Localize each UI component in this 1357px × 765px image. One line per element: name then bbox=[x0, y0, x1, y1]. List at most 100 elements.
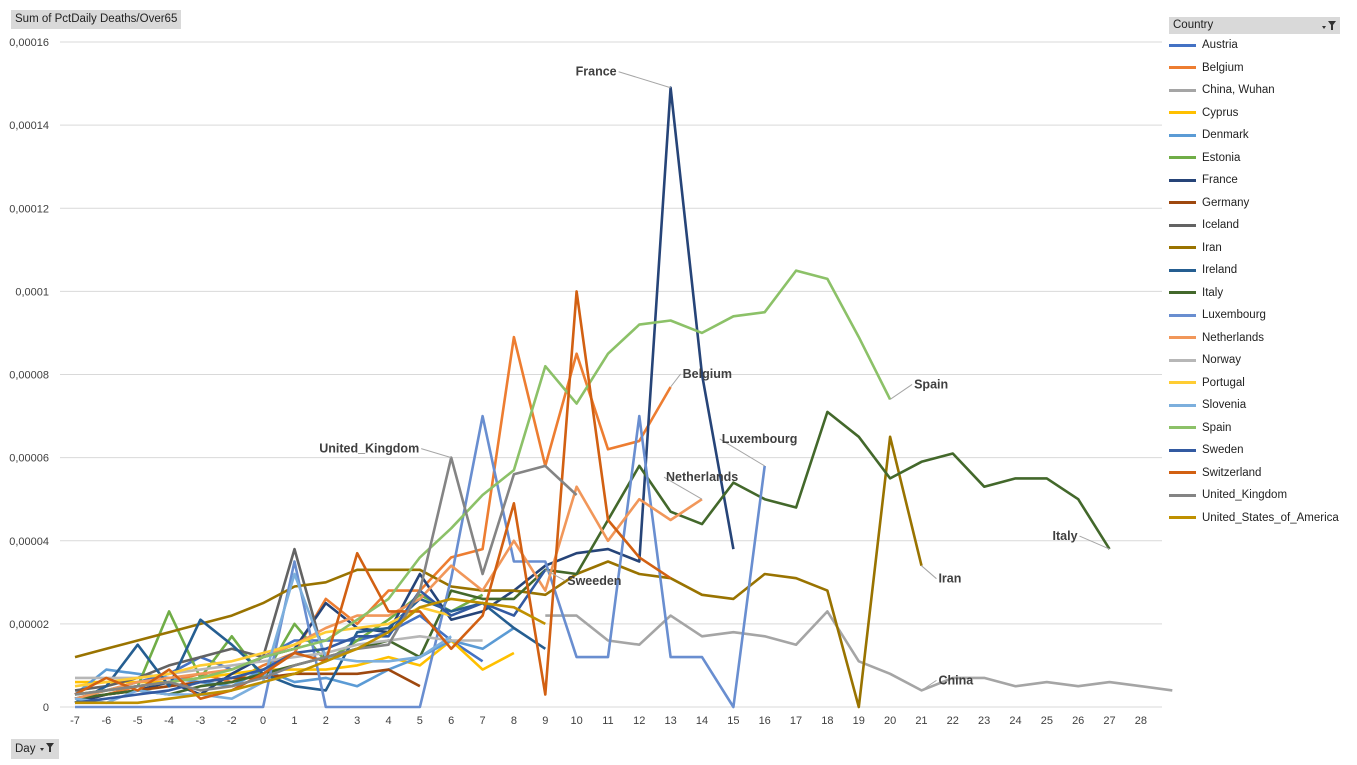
callout-leader bbox=[618, 71, 671, 89]
y-tick-label: 0,00004 bbox=[9, 536, 49, 548]
legend-item[interactable]: Austria bbox=[1169, 34, 1340, 57]
series-line-china-wuhan[interactable] bbox=[545, 610, 1173, 692]
callout-leader bbox=[545, 569, 566, 582]
legend-label: Cyprus bbox=[1202, 106, 1239, 119]
legend-item[interactable]: Cyprus bbox=[1169, 102, 1340, 125]
legend-label: Denmark bbox=[1202, 129, 1249, 142]
legend: Country Austria Belgium China, Wuhan Cyprus… bbox=[1169, 17, 1340, 529]
callout-leader bbox=[719, 438, 765, 467]
legend-field-button[interactable]: Country bbox=[1169, 17, 1340, 34]
axis-field-button[interactable]: Day bbox=[11, 739, 60, 759]
series-line-united-kingdom[interactable] bbox=[74, 456, 578, 696]
callout-leader bbox=[921, 565, 937, 580]
x-tick-label: 22 bbox=[947, 715, 959, 727]
legend-label: Estonia bbox=[1202, 151, 1241, 164]
legend-item[interactable]: China, Wuhan bbox=[1169, 79, 1340, 102]
legend-item[interactable]: Spain bbox=[1169, 417, 1340, 440]
legend-item[interactable]: Norway bbox=[1169, 349, 1340, 372]
series-line-luxembourg[interactable] bbox=[75, 414, 766, 709]
legend-item[interactable]: Italy bbox=[1169, 282, 1340, 305]
legend-label: Sweden bbox=[1202, 444, 1244, 457]
legend-swatch bbox=[1169, 268, 1196, 272]
legend-item[interactable]: United_States_of_America bbox=[1169, 507, 1340, 530]
legend-label: Portugal bbox=[1202, 376, 1245, 389]
x-tick-label: 20 bbox=[884, 715, 896, 727]
series-line-france[interactable] bbox=[74, 86, 735, 705]
x-tick-label: -5 bbox=[133, 715, 143, 727]
y-axis: 0 0,00002 0,00004 0,00006 0,00008 0,0001 0,000… bbox=[9, 37, 49, 714]
gridlines bbox=[60, 41, 1162, 708]
x-tick-label: 25 bbox=[1041, 715, 1053, 727]
series-line-iran[interactable] bbox=[74, 435, 923, 709]
x-tick-label: 9 bbox=[542, 715, 548, 727]
callout-leader bbox=[921, 679, 937, 691]
legend-header-label: Country bbox=[1173, 19, 1214, 31]
legend-swatch bbox=[1169, 178, 1196, 182]
series-line-ireland[interactable] bbox=[74, 597, 547, 704]
legend-swatch bbox=[1169, 516, 1196, 520]
legend-item[interactable]: Sweden bbox=[1169, 439, 1340, 462]
x-tick-label: -7 bbox=[70, 715, 80, 727]
series-line-netherlands[interactable] bbox=[74, 485, 703, 700]
x-tick-label: 16 bbox=[759, 715, 771, 727]
legend-swatch bbox=[1169, 43, 1196, 47]
legend-item[interactable]: Germany bbox=[1169, 192, 1340, 215]
legend-item[interactable]: Slovenia bbox=[1169, 394, 1340, 417]
legend-label: Spain bbox=[1202, 421, 1232, 434]
legend-label: Switzerland bbox=[1202, 466, 1262, 479]
legend-swatch bbox=[1169, 66, 1196, 70]
y-tick-label: 0,00008 bbox=[9, 370, 49, 382]
x-tick-label: 0 bbox=[260, 715, 266, 727]
legend-swatch bbox=[1169, 201, 1196, 205]
legend-item[interactable]: Iceland bbox=[1169, 214, 1340, 237]
legend-item[interactable]: Denmark bbox=[1169, 124, 1340, 147]
x-tick-label: 10 bbox=[570, 715, 582, 727]
series-line-united-states-of-america[interactable] bbox=[75, 597, 546, 705]
legend-item[interactable]: Portugal bbox=[1169, 372, 1340, 395]
data-label: Sweeden bbox=[567, 574, 621, 588]
legend-item[interactable]: Estonia bbox=[1169, 147, 1340, 170]
filter-dropdown-icon[interactable] bbox=[39, 742, 55, 753]
y-tick-label: 0,00002 bbox=[9, 619, 49, 631]
data-label: China bbox=[938, 673, 974, 687]
legend-item[interactable]: Luxembourg bbox=[1169, 304, 1340, 327]
legend-item[interactable]: France bbox=[1169, 169, 1340, 192]
x-tick-label: 18 bbox=[821, 715, 833, 727]
legend-label: Norway bbox=[1202, 354, 1241, 367]
data-label: Spain bbox=[914, 377, 948, 391]
x-tick-label: 5 bbox=[417, 715, 423, 727]
legend-item[interactable]: Ireland bbox=[1169, 259, 1340, 282]
legend-item[interactable]: Iran bbox=[1169, 237, 1340, 260]
callout-leader bbox=[889, 384, 913, 400]
series-line-portugal[interactable] bbox=[74, 605, 452, 688]
data-label-callouts: France Belgium Spain Luxembourg Netherlands U… bbox=[319, 65, 1110, 691]
x-tick-label: 26 bbox=[1072, 715, 1084, 727]
legend-item[interactable]: Netherlands bbox=[1169, 327, 1340, 350]
series-line-sweden[interactable] bbox=[74, 569, 547, 705]
legend-swatch bbox=[1169, 381, 1196, 385]
series-line-spain[interactable] bbox=[74, 269, 892, 696]
x-tick-label: 8 bbox=[511, 715, 517, 727]
legend-swatch bbox=[1169, 336, 1196, 340]
legend-item[interactable]: United_Kingdom bbox=[1169, 484, 1340, 507]
x-tick-label: 24 bbox=[1009, 715, 1021, 727]
series-line-switzerland[interactable] bbox=[74, 290, 672, 701]
legend-label: Slovenia bbox=[1202, 399, 1247, 412]
x-tick-label: 13 bbox=[665, 715, 677, 727]
x-tick-label: -6 bbox=[101, 715, 111, 727]
filter-dropdown-icon[interactable] bbox=[1321, 20, 1337, 31]
value-field-button[interactable]: Sum of PctDaily Deaths/Over65 bbox=[11, 10, 182, 29]
x-tick-label: 23 bbox=[978, 715, 990, 727]
x-tick-label: 15 bbox=[727, 715, 739, 727]
legend-label: Netherlands bbox=[1202, 331, 1265, 344]
legend-label: United_Kingdom bbox=[1202, 489, 1288, 502]
x-tick-label: 2 bbox=[323, 715, 329, 727]
series-line-italy[interactable] bbox=[74, 410, 1111, 700]
legend-swatch bbox=[1169, 493, 1196, 497]
x-tick-label: 14 bbox=[696, 715, 708, 727]
callout-leader bbox=[1079, 535, 1110, 550]
legend-item[interactable]: Belgium bbox=[1169, 57, 1340, 80]
legend-item[interactable]: Switzerland bbox=[1169, 462, 1340, 485]
series-line-denmark[interactable] bbox=[74, 626, 515, 696]
